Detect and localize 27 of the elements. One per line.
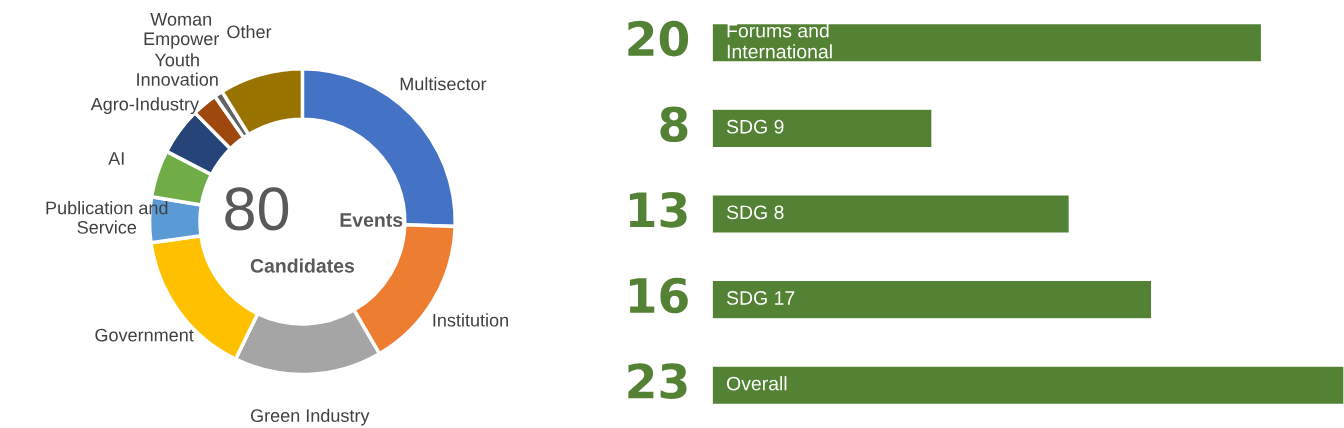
slice-label: Woman Empower <box>144 13 220 49</box>
y-tick-label: SDG 9 <box>726 119 784 134</box>
slice-label: Green Industry <box>250 408 370 426</box>
slice-label: AI <box>108 152 124 165</box>
data-label: 16 <box>629 277 688 314</box>
y-tick-label: Forums and International <box>727 23 832 59</box>
slice-label: Government <box>95 328 194 342</box>
y-tick-label: Overall <box>726 376 787 391</box>
data-label: 23 <box>628 363 687 399</box>
text: 80 <box>225 187 289 231</box>
slice-label: Multisector <box>400 77 487 91</box>
data-label: 13 <box>629 191 687 228</box>
data-label: 8 <box>660 106 688 143</box>
bar <box>712 279 1153 320</box>
slice-label: Other <box>227 25 272 39</box>
slice-label: Agro-Industry <box>90 97 199 115</box>
bar <box>712 22 1263 63</box>
text: Events <box>340 213 403 227</box>
slice-label: Youth Innovation <box>137 53 218 86</box>
slice-label: Institution <box>433 313 508 327</box>
bar <box>712 365 1344 406</box>
text: Candidates <box>250 258 355 273</box>
data-label: 20 <box>628 20 689 57</box>
bar <box>712 194 1071 234</box>
bar <box>712 108 933 149</box>
y-tick-label: SDG 8 <box>726 205 784 220</box>
y-tick-label: SDG 17 <box>726 291 795 305</box>
